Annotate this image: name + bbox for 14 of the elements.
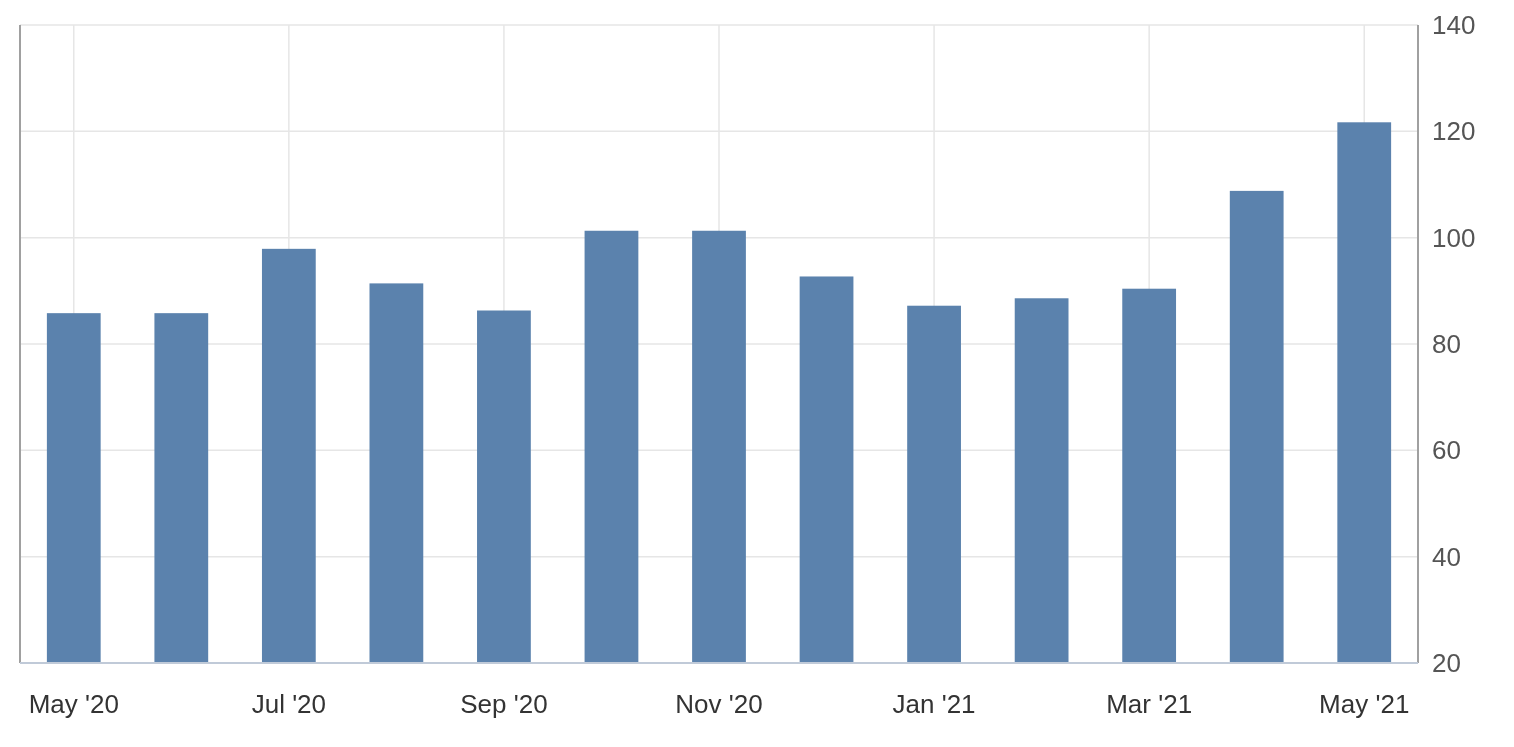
x-tick-label: Jan '21 — [892, 689, 976, 719]
y-tick-label: 140 — [1432, 10, 1476, 40]
x-tick-label: Nov '20 — [675, 689, 763, 719]
y-tick-label: 60 — [1432, 435, 1461, 466]
y-tick-label: 80 — [1432, 329, 1461, 359]
x-tick-label: May '21 — [1319, 689, 1410, 719]
y-tick-label: 100 — [1432, 222, 1476, 253]
x-tick-label: Mar '21 — [1106, 689, 1193, 719]
x-tick-label: Jul '20 — [251, 689, 327, 719]
y-tick-label: 20 — [1432, 648, 1461, 678]
y-tick-label: 120 — [1432, 116, 1476, 147]
y-tick-label: 40 — [1432, 541, 1461, 572]
x-tick-label: Sep '20 — [460, 689, 548, 719]
x-tick-label: May '20 — [28, 689, 119, 719]
